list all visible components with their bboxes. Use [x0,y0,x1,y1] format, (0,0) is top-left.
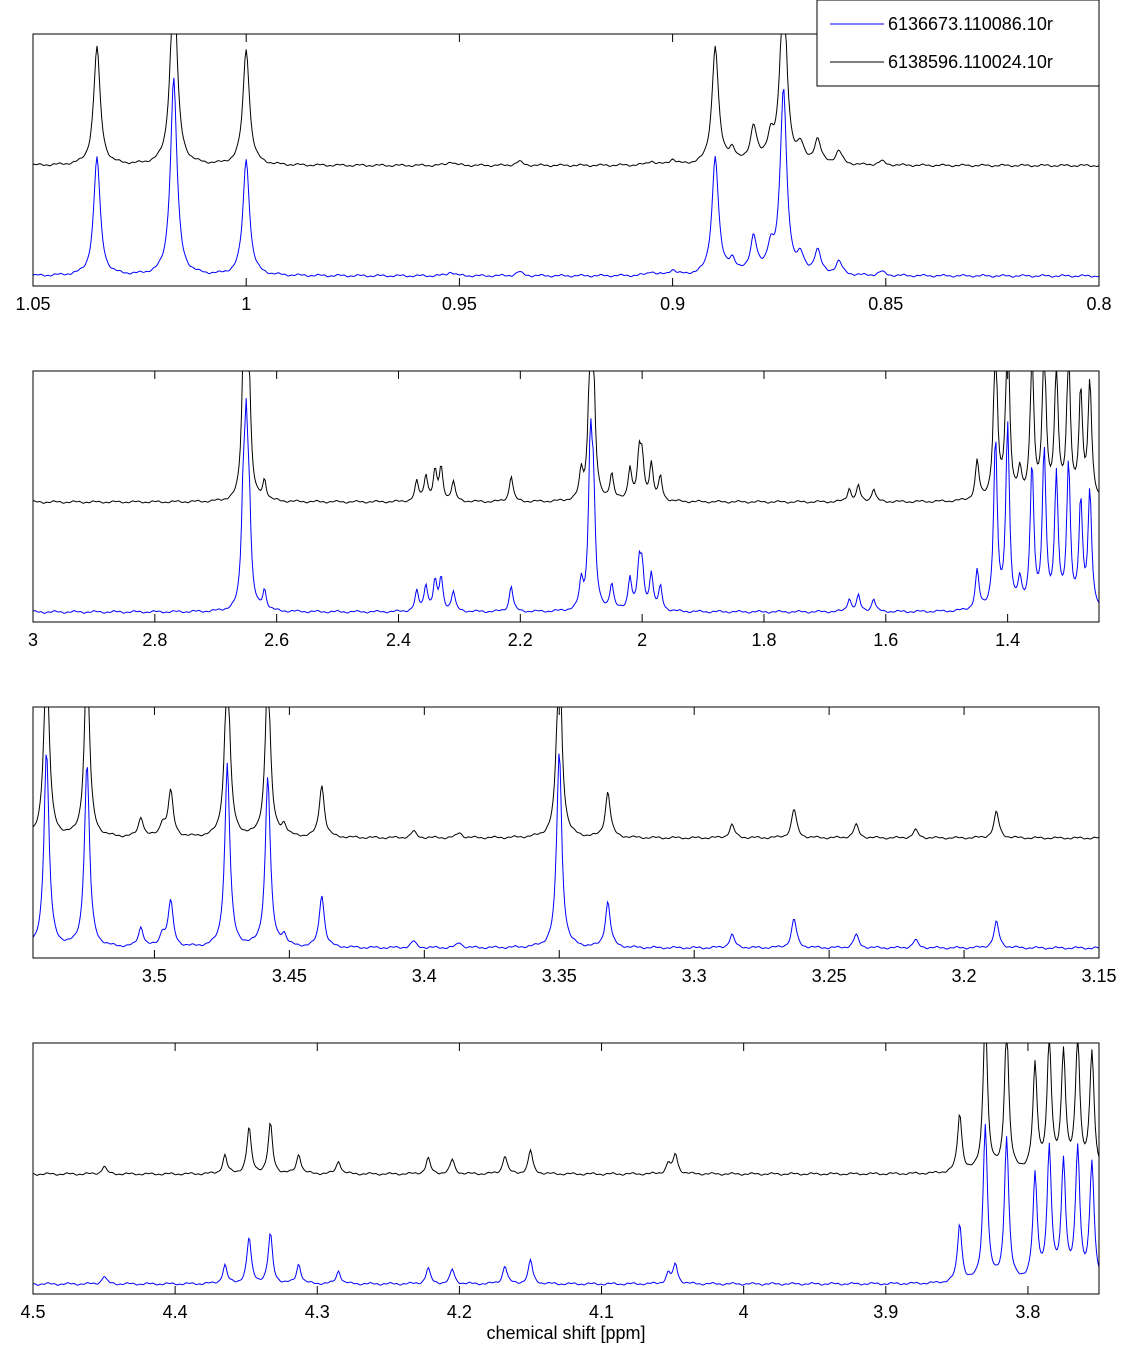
axes-box-3 [32,706,1100,959]
black-spectrum-line-4 [33,1043,1099,1176]
x-tick-label: 3.4 [412,966,437,986]
x-tick-label: 1 [241,294,251,314]
x-tick-label: 1.4 [995,630,1020,650]
black-spectrum-line-2 [33,371,1099,504]
x-tick-label: 2.8 [142,630,167,650]
x-tick-label: 3.5 [142,966,167,986]
x-tick-label: 4.1 [589,1302,614,1322]
spectrum-panel-3: 3.5 3.45 3.4 3.35 3.3 3.25 3.2 3.15 [32,706,1117,986]
legend-box [816,0,1100,87]
blue-spectrum-line-2 [33,398,1099,614]
axes-box-2 [32,370,1100,623]
x-tick-label: 3.25 [812,966,847,986]
x-tick-label: 3.8 [1015,1302,1040,1322]
x-tick-label: 1.8 [751,630,776,650]
x-axis-label: chemical shift [ppm] [486,1323,645,1343]
x-tick-label: 0.8 [1086,294,1111,314]
x-tick-label: 0.85 [868,294,903,314]
x-tick-label: 3.35 [542,966,577,986]
x-tick-label: 3.2 [952,966,977,986]
x-tick-label: 4.3 [305,1302,330,1322]
x-tick-label: 1.6 [873,630,898,650]
x-tick-label: 3.45 [272,966,307,986]
axes-box-1 [32,33,1100,287]
axes-box-4 [32,1042,1100,1295]
blue-spectrum-line-3 [33,753,1099,950]
blue-spectrum-line-1 [33,77,1099,278]
x-tick-label: 4.2 [447,1302,472,1322]
x-tick-label: 2.2 [508,630,533,650]
x-tick-label: 4.5 [20,1302,45,1322]
black-spectrum-line-3 [33,707,1099,840]
x-tick-label: 4 [739,1302,749,1322]
legend: 6136673.110086.10r 6138596.110024.10r [816,0,1100,87]
spectrum-panel-2: 3 2.8 2.6 2.4 2.2 2 1.8 1.6 1.4 [28,370,1100,650]
black-spectrum-line-1 [33,34,1099,168]
x-tick-label: 0.9 [660,294,685,314]
x-tick-label: 3.9 [873,1302,898,1322]
x-tick-label: 0.95 [442,294,477,314]
x-tick-label: 3 [28,630,38,650]
legend-entry-1: 6138596.110024.10r [888,52,1053,72]
x-tick-label: 4.4 [163,1302,188,1322]
spectrum-panel-4: 4.5 4.4 4.3 4.2 4.1 4 3.9 3.8 chemical shift [pp… [20,1042,1100,1343]
x-tick-label: 3.3 [682,966,707,986]
x-tick-label: 2.4 [386,630,411,650]
x-tick-label: 3.15 [1081,966,1116,986]
legend-entry-0: 6136673.110086.10r [888,14,1053,34]
x-tick-label: 1.05 [15,294,50,314]
spectrum-panel-1: 1.05 1 0.95 0.9 0.85 0.8 [15,33,1112,314]
blue-spectrum-line-4 [33,1123,1099,1286]
x-tick-label: 2 [637,630,647,650]
x-tick-label: 2.6 [264,630,289,650]
